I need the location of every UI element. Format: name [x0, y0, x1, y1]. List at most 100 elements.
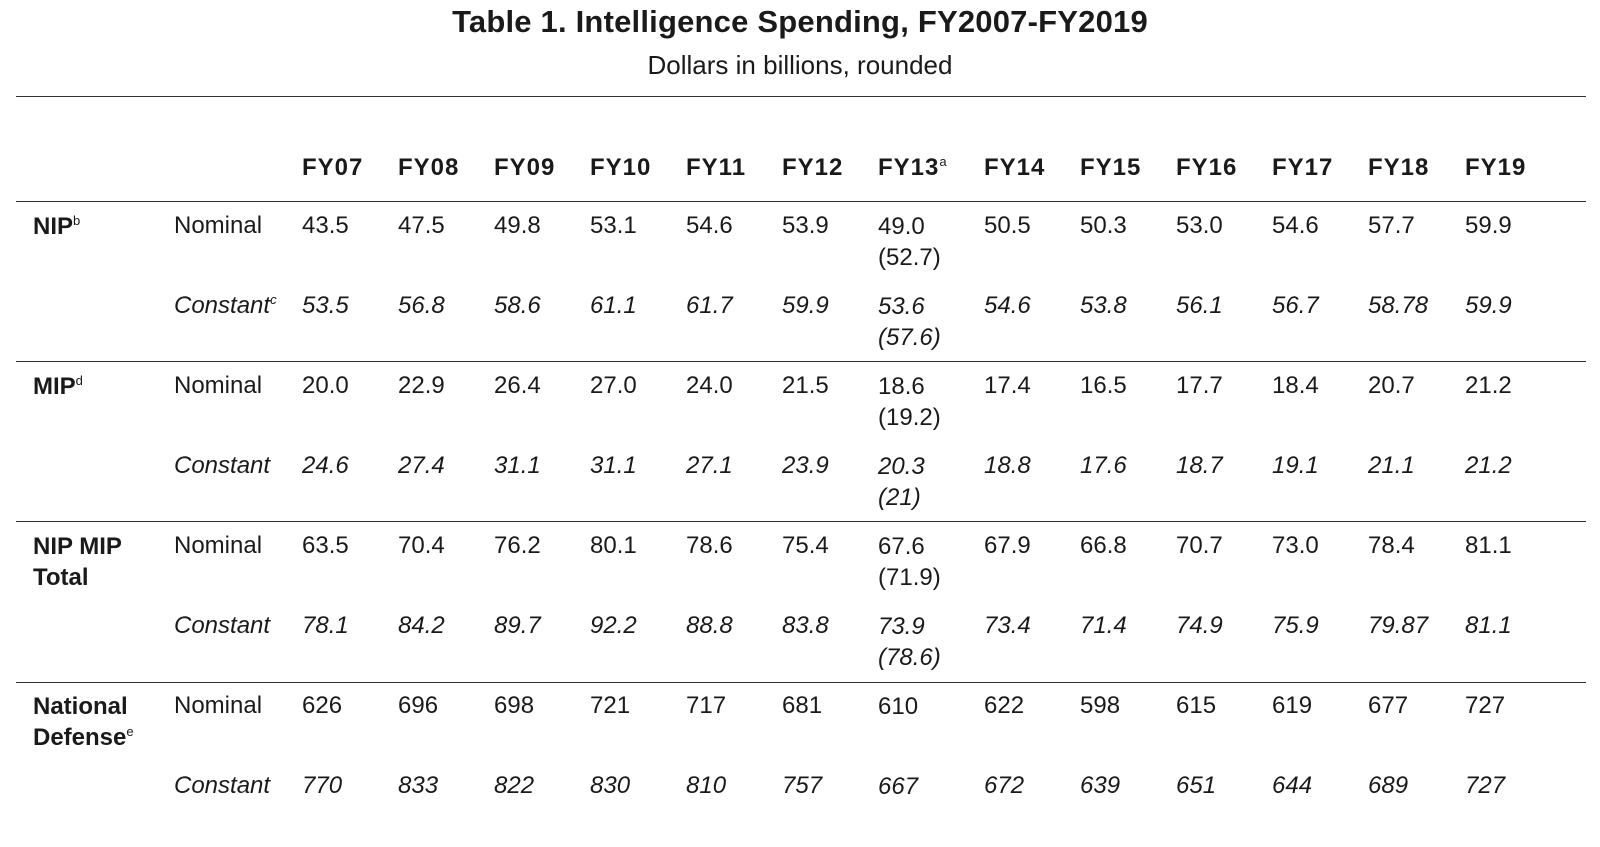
cell-value: 770 — [302, 772, 343, 799]
column-header-label: FY13 — [878, 154, 940, 181]
cell-value: 24.6 — [302, 452, 349, 479]
table-cell: 49.8 — [494, 211, 541, 241]
table-cell: 18.4 — [1272, 371, 1319, 401]
row-label-text: Nominal — [174, 372, 263, 399]
column-header-fy18: FY18 — [1368, 153, 1429, 183]
row-label-nominal: Nominal — [174, 211, 262, 241]
title-divider — [16, 96, 1586, 97]
cell-value: 677 — [1368, 692, 1409, 719]
table-cell: 56.7 — [1272, 291, 1319, 321]
row-group-label-line: MIPd — [33, 373, 83, 400]
cell-alt-value: (57.6) — [878, 324, 941, 351]
table-cell: 81.1 — [1465, 611, 1512, 641]
table-cell: 53.5 — [302, 291, 349, 321]
table-cell: 18.8 — [984, 451, 1031, 481]
table-cell: 70.4 — [398, 531, 445, 561]
table-cell: 83.8 — [782, 611, 829, 641]
cell-alt-value: (78.6) — [878, 644, 941, 671]
cell-value: 17.4 — [984, 372, 1031, 399]
table-cell: 615 — [1176, 691, 1216, 721]
table-cell: 770 — [302, 771, 342, 801]
column-header-label: FY12 — [782, 154, 844, 181]
cell-value: 53.1 — [590, 212, 637, 239]
column-header-label: FY14 — [984, 154, 1046, 181]
table-cell: 822 — [494, 771, 534, 801]
cell-alt-value: (71.9) — [878, 564, 941, 591]
cell-value: 31.1 — [590, 452, 637, 479]
table-cell: 53.0 — [1176, 211, 1223, 241]
cell-value: 615 — [1176, 692, 1217, 719]
column-header-fy12: FY12 — [782, 153, 843, 183]
table-cell: 56.1 — [1176, 291, 1223, 321]
cell-value: 59.9 — [782, 292, 829, 319]
column-header-fy17: FY17 — [1272, 153, 1333, 183]
table-cell: 667 — [878, 771, 968, 802]
column-header-label: FY19 — [1465, 154, 1527, 181]
cell-value: 20.7 — [1368, 372, 1415, 399]
group-divider — [16, 521, 1586, 522]
table-cell: 71.4 — [1080, 611, 1127, 641]
cell-value: 54.6 — [686, 212, 733, 239]
table-cell: 19.1 — [1272, 451, 1319, 481]
table-cell: 75.4 — [782, 531, 829, 561]
cell-value: 66.8 — [1080, 532, 1127, 559]
cell-value: 17.6 — [1080, 452, 1127, 479]
row-group-label-line: National — [33, 693, 128, 720]
row-label-text: Constant — [174, 292, 271, 319]
cell-value: 92.2 — [590, 612, 637, 639]
cell-value: 59.9 — [1465, 292, 1512, 319]
cell-value: 79.87 — [1368, 612, 1429, 639]
cell-value: 78.6 — [686, 532, 733, 559]
cell-value: 78.1 — [302, 612, 349, 639]
table-cell: 681 — [782, 691, 822, 721]
column-header-fy16: FY16 — [1176, 153, 1237, 183]
table-cell: 651 — [1176, 771, 1216, 801]
column-header-fy13: FY13a — [878, 153, 948, 183]
column-header-fy15: FY15 — [1080, 153, 1141, 183]
cell-value: 56.1 — [1176, 292, 1223, 319]
group-divider — [16, 361, 1586, 362]
cell-value: 63.5 — [302, 532, 349, 559]
group-divider — [16, 682, 1586, 683]
row-label-constant: Constant — [174, 451, 270, 481]
table-cell: 717 — [686, 691, 726, 721]
table-cell: 24.6 — [302, 451, 349, 481]
row-label-nominal: Nominal — [174, 691, 262, 721]
table-cell: 53.1 — [590, 211, 637, 241]
table-cell: 24.0 — [686, 371, 733, 401]
table-subtitle: Dollars in billions, rounded — [647, 50, 953, 80]
table-cell: 27.0 — [590, 371, 637, 401]
table-cell: 50.5 — [984, 211, 1031, 241]
table-cell: 59.9 — [1465, 211, 1512, 241]
row-group-label: NIPb — [33, 211, 80, 242]
cell-value: 721 — [590, 692, 631, 719]
table-cell: 47.5 — [398, 211, 445, 241]
table-title: Table 1. Intelligence Spending, FY2007-F… — [452, 4, 1148, 39]
table-cell: 43.5 — [302, 211, 349, 241]
column-header-label: FY18 — [1368, 154, 1430, 181]
row-label-text: Nominal — [174, 212, 263, 239]
table-cell: 21.2 — [1465, 371, 1512, 401]
table-cell: 757 — [782, 771, 822, 801]
footnote-marker: d — [75, 373, 83, 388]
table-cell: 78.1 — [302, 611, 349, 641]
table-cell: 721 — [590, 691, 630, 721]
cell-value: 80.1 — [590, 532, 637, 559]
column-header-label: FY07 — [302, 154, 364, 181]
cell-value: 54.6 — [984, 292, 1031, 319]
cell-value: 27.1 — [686, 452, 733, 479]
row-group-label: MIPd — [33, 371, 83, 402]
table-cell: 20.3 (21) — [878, 451, 968, 513]
column-header-label: FY09 — [494, 154, 556, 181]
table-cell: 78.6 — [686, 531, 733, 561]
table-cell: 54.6 — [686, 211, 733, 241]
cell-value: 833 — [398, 772, 439, 799]
cell-value: 81.1 — [1465, 612, 1512, 639]
cell-value: 53.9 — [782, 212, 829, 239]
cell-value: 626 — [302, 692, 343, 719]
cell-value: 73.0 — [1272, 532, 1319, 559]
cell-value: 49.0 — [878, 213, 925, 240]
table-cell: 61.1 — [590, 291, 637, 321]
row-label-nominal: Nominal — [174, 531, 262, 561]
